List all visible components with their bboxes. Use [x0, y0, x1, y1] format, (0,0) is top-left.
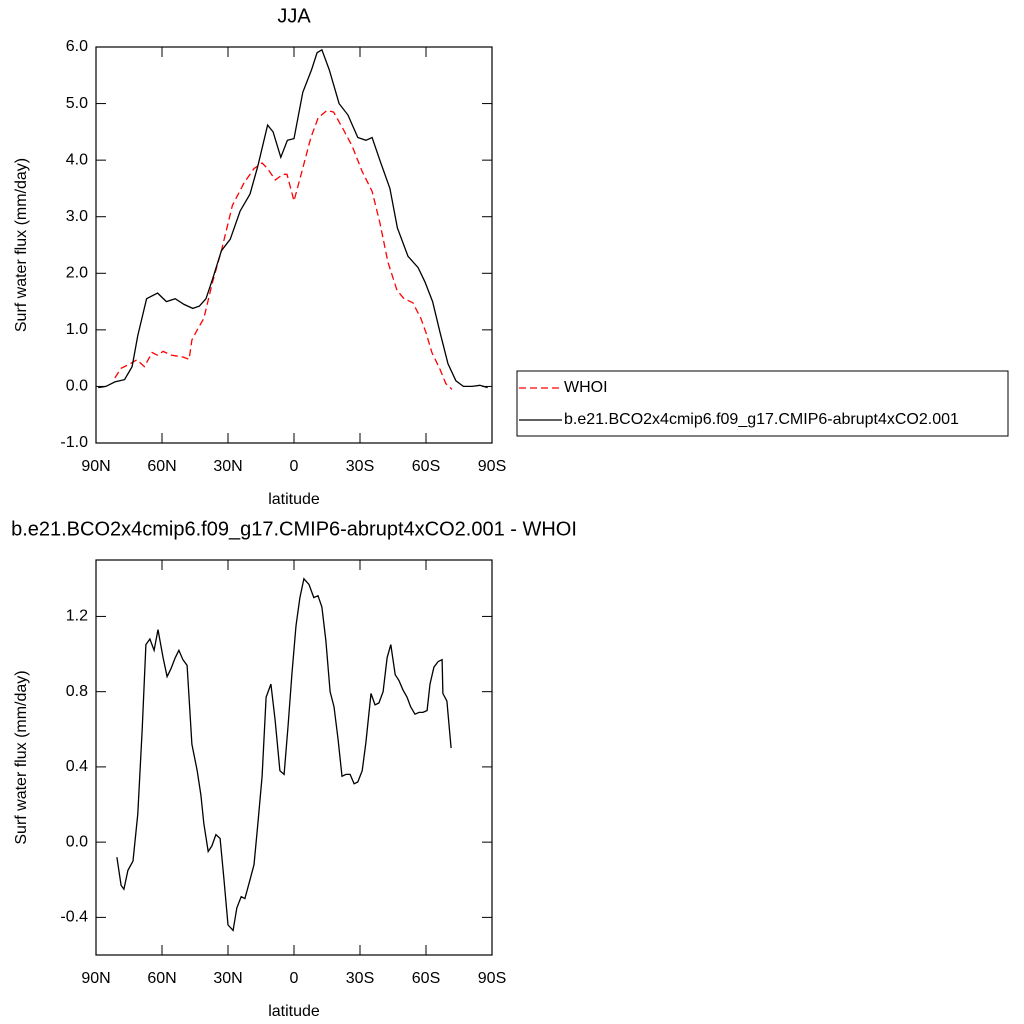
- y-tick-label: 6.0: [66, 38, 88, 55]
- y-tick-label: -1.0: [60, 434, 88, 451]
- y-tick-label: -0.4: [60, 909, 88, 926]
- legend-label: b.e21.BCO2x4cmip6.f09_g17.CMIP6-abrupt4x…: [564, 411, 959, 428]
- plot-frame: [95, 559, 493, 956]
- x-axis-label: latitude: [268, 491, 320, 508]
- data-line: [98, 48, 488, 389]
- legend-box: [516, 370, 1009, 437]
- y-tick-label: 4.0: [66, 151, 88, 168]
- legend-label: WHOI: [564, 379, 608, 396]
- x-tick-label: 0: [290, 970, 299, 987]
- chart-title: JJA: [277, 5, 311, 27]
- y-axis-label: Surf water flux (mm/day): [13, 158, 30, 332]
- y-tick-label: 0.4: [66, 758, 88, 775]
- x-tick-label: 90N: [81, 970, 110, 987]
- chart-title: b.e21.BCO2x4cmip6.f09_g17.CMIP6-abrupt4x…: [11, 518, 577, 540]
- x-tick-label: 30N: [213, 458, 242, 475]
- x-tick-label: 90S: [478, 970, 506, 987]
- x-tick-label: 0: [290, 458, 299, 475]
- x-tick-label: 90S: [478, 458, 506, 475]
- y-tick-label: 0.0: [66, 378, 88, 395]
- y-tick-label: 5.0: [66, 95, 88, 112]
- x-axis-label: latitude: [268, 1003, 320, 1020]
- data-line: [114, 109, 453, 390]
- x-tick-label: 60S: [412, 970, 440, 987]
- x-tick-label: 30N: [213, 970, 242, 987]
- y-tick-label: 1.2: [66, 608, 88, 625]
- y-tick-label: 3.0: [66, 208, 88, 225]
- y-tick-label: 0.8: [66, 683, 88, 700]
- y-tick-label: 1.0: [66, 321, 88, 338]
- x-tick-label: 30S: [346, 970, 374, 987]
- plot-frame: [95, 46, 493, 444]
- data-line: [116, 577, 452, 932]
- y-axis-label: Surf water flux (mm/day): [13, 670, 30, 844]
- x-tick-label: 30S: [346, 458, 374, 475]
- x-tick-label: 60N: [147, 970, 176, 987]
- x-tick-label: 60N: [147, 458, 176, 475]
- y-tick-label: 0.0: [66, 833, 88, 850]
- x-tick-label: 60S: [412, 458, 440, 475]
- x-tick-label: 90N: [81, 458, 110, 475]
- y-tick-label: 2.0: [66, 265, 88, 282]
